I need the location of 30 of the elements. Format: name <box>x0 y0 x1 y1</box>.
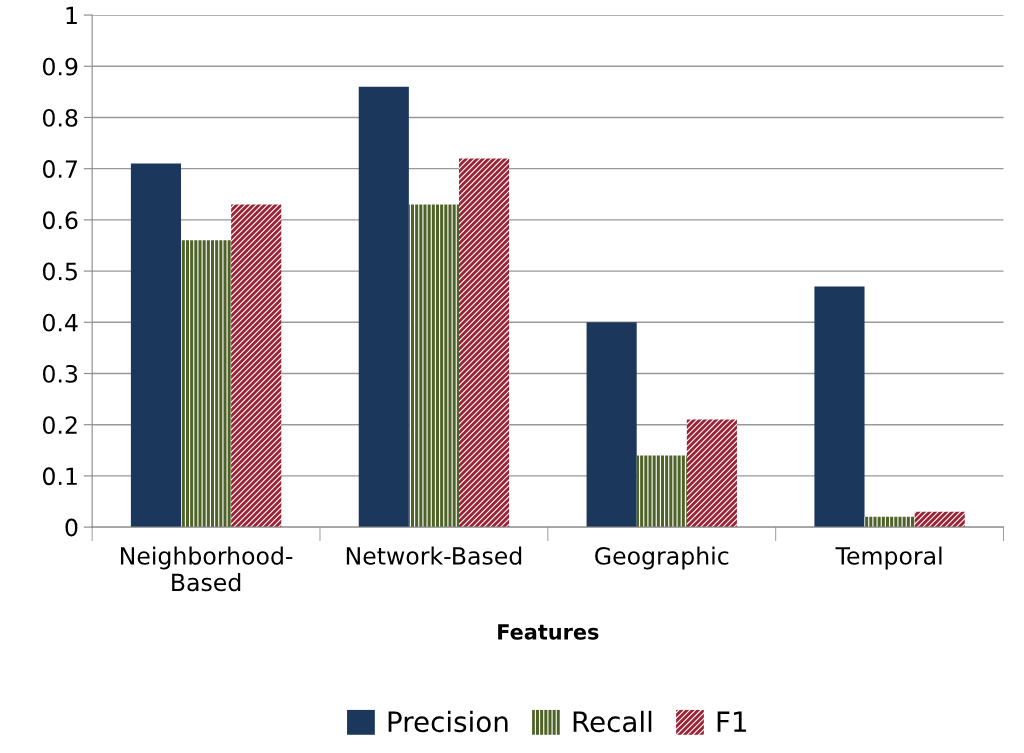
bar <box>686 419 737 528</box>
bar <box>914 511 965 528</box>
x-tick-label: Temporal <box>835 546 942 570</box>
x-tick-label: Network-Based <box>346 546 522 565</box>
bar <box>181 240 232 528</box>
y-tick-label: 0.2 <box>42 416 77 434</box>
y-tick-label: 0.9 <box>42 57 78 76</box>
bar <box>458 158 510 528</box>
x-tick-label: Neighborhood- Based <box>121 546 293 592</box>
bar <box>586 322 637 528</box>
y-tick-label: 0 <box>65 518 78 537</box>
y-tick-label: 0.4 <box>42 313 78 332</box>
legend-label: Precision <box>388 710 508 733</box>
bar <box>814 286 865 528</box>
legend-label: Recall <box>573 710 652 733</box>
y-tick-label: 0.6 <box>42 211 78 230</box>
x-axis-title: Features <box>498 624 599 640</box>
bar <box>358 86 409 528</box>
bar <box>408 204 459 528</box>
y-tick-label: 0.5 <box>42 262 77 281</box>
y-tick-label: 0.7 <box>42 160 77 178</box>
bar <box>231 204 282 528</box>
y-tick-label: 0.8 <box>42 108 78 127</box>
y-tick-label: 0.1 <box>42 467 77 486</box>
y-tick-label: 0.3 <box>42 364 78 383</box>
x-tick-label: Geographic <box>595 546 729 570</box>
bar <box>636 455 687 528</box>
bar <box>130 163 182 528</box>
legend-label: F1 <box>717 711 747 732</box>
y-tick-label: 1 <box>66 6 77 25</box>
